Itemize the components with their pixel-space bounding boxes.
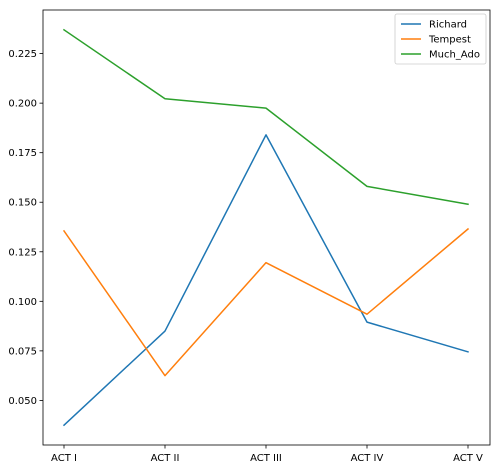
- x-tick-label: ACT V: [453, 453, 483, 464]
- y-tick-label: 0.225: [8, 49, 37, 60]
- x-tick-label: ACT II: [151, 453, 180, 464]
- y-tick-label: 0.200: [8, 99, 37, 110]
- legend: Richard Tempest Much_Ado: [394, 13, 487, 65]
- axes: [42, 9, 491, 446]
- y-tick-label: 0.125: [8, 247, 37, 258]
- x-tick-label: ACT I: [51, 453, 77, 464]
- y-tick-label: 0.150: [8, 198, 37, 209]
- y-tick-label: 0.175: [8, 148, 37, 159]
- y-tick-label: 0.050: [8, 396, 37, 407]
- series-line-richard: [62, 134, 469, 427]
- legend-label: Tempest: [428, 35, 471, 46]
- legend-box: [394, 13, 487, 65]
- legend-label: Richard: [429, 20, 467, 31]
- y-tick-label: 0.100: [8, 297, 37, 308]
- series-line-much-ado: [62, 28, 469, 206]
- series-layer: [62, 28, 470, 427]
- y-axis-ticks: 0.050 0.075 0.100 0.125 0.150 0.175 0.200 0.225: [8, 49, 43, 407]
- x-tick-label: ACT III: [250, 453, 282, 464]
- y-tick-label: 0.075: [8, 346, 37, 357]
- series-line-tempest: [62, 227, 470, 377]
- x-tick-label: ACT IV: [351, 453, 384, 464]
- x-axis-ticks: ACT I ACT II ACT III ACT IV ACT V: [51, 445, 483, 464]
- legend-label: Much_Ado: [429, 50, 480, 61]
- plot-area-frame: [42, 9, 491, 446]
